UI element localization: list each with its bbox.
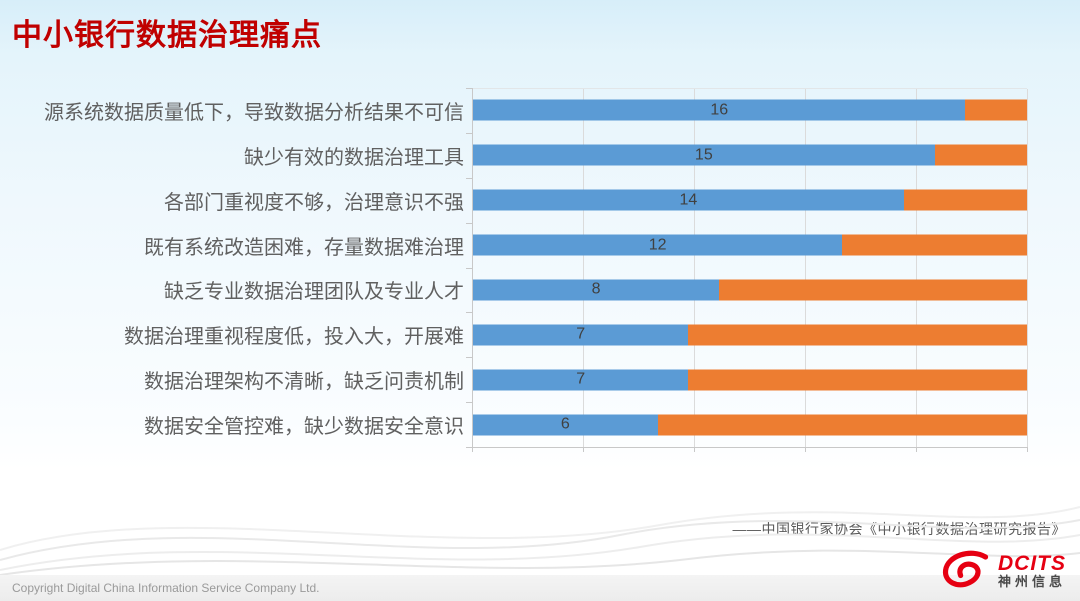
- bar-track: 12: [473, 234, 1027, 256]
- chart-row: 缺乏专业数据治理团队及专业人才 8: [0, 268, 1030, 313]
- bar-track: 7: [473, 324, 1027, 346]
- bar-data-label: 12: [648, 236, 667, 254]
- bar-segment-orange: [688, 324, 1027, 346]
- bar-data-label: 15: [694, 146, 713, 164]
- y-axis-tick: [466, 267, 472, 269]
- page-title: 中小银行数据治理痛点: [12, 19, 322, 52]
- y-axis-tick: [466, 177, 472, 179]
- category-axis-line: [472, 88, 473, 447]
- category-label: 数据安全管控难，缺少数据安全意识: [144, 416, 464, 439]
- value-axis-line: [472, 447, 1028, 448]
- category-label: 各部门重视度不够，治理意识不强: [164, 191, 464, 214]
- bar-segment-blue: 16: [473, 99, 966, 121]
- bar-data-label: 8: [591, 280, 601, 298]
- x-axis-tick: [916, 447, 917, 452]
- x-axis-tick: [472, 447, 473, 452]
- bar-segment-orange: [903, 189, 1027, 211]
- source-citation: ——中国银行家协会《中小银行数据治理研究报告》: [732, 521, 1066, 537]
- logo-brand-text: DCITS: [997, 552, 1066, 576]
- category-label: 缺少有效的数据治理工具: [244, 146, 464, 169]
- bar-segment-orange: [842, 234, 1027, 256]
- bar-track: 15: [473, 144, 1027, 166]
- category-label: 数据治理重视程度低，投入大，开展难: [124, 326, 464, 349]
- bar-segment-blue: 14: [473, 189, 904, 211]
- bar-segment-orange: [688, 369, 1027, 391]
- category-label: 源系统数据质量低下，导致数据分析结果不可信: [44, 101, 464, 124]
- bar-data-label: 16: [710, 101, 729, 119]
- x-axis-tick: [1027, 447, 1028, 452]
- dcits-logo: DCITS 神州信息: [940, 550, 1066, 591]
- bar-segment-blue: 7: [473, 369, 689, 391]
- chart-row: 数据安全管控难，缺少数据安全意识 6: [0, 402, 1030, 447]
- bar-segment-orange: [934, 144, 1027, 166]
- gridline-40pct: [694, 89, 695, 448]
- chart-row: 各部门重视度不够，治理意识不强 14: [0, 178, 1030, 223]
- bar-data-label: 14: [679, 191, 698, 209]
- y-axis-tick: [466, 447, 472, 448]
- category-label: 数据治理架构不清晰，缺乏问责机制: [144, 371, 464, 394]
- chart-row: 既有系统改造困难，存量数据难治理 12: [0, 223, 1030, 268]
- bar-track: 6: [473, 414, 1027, 436]
- bar-track: 8: [473, 279, 1027, 301]
- gridline-20pct: [583, 89, 584, 448]
- footer-bar: Copyright Digital China Information Serv…: [0, 575, 1080, 601]
- dcits-swirl-icon: [942, 550, 989, 588]
- y-axis-tick: [466, 357, 472, 359]
- bar-segment-blue: 12: [473, 234, 843, 256]
- bar-track: 7: [473, 369, 1027, 391]
- stacked-bar-chart: 源系统数据质量低下，导致数据分析结果不可信 16 缺少有效的数据治理工具 15 各部门重…: [0, 88, 1030, 452]
- x-axis-tick: [805, 447, 806, 452]
- x-axis-tick: [694, 447, 695, 452]
- bar-segment-orange: [965, 99, 1027, 121]
- bar-segment-blue: 8: [473, 279, 720, 301]
- y-axis-tick: [466, 88, 472, 89]
- bar-data-label: 6: [560, 415, 570, 433]
- chart-row: 数据治理架构不清晰，缺乏问责机制 7: [0, 357, 1030, 402]
- bar-segment-orange: [657, 414, 1027, 436]
- x-axis-tick: [583, 447, 584, 452]
- y-axis-tick: [466, 222, 472, 224]
- copyright-text: Copyright Digital China Information Serv…: [12, 581, 320, 595]
- chart-row: 缺少有效的数据治理工具 15: [0, 133, 1030, 178]
- bar-track: 14: [473, 189, 1027, 211]
- bar-segment-blue: 6: [473, 414, 658, 436]
- logo-brand-cn-text: 神州信息: [997, 574, 1066, 590]
- category-label: 既有系统改造困难，存量数据难治理: [144, 236, 464, 259]
- gridline-80pct: [916, 89, 917, 448]
- y-axis-tick: [466, 132, 472, 134]
- bar-segment-blue: 15: [473, 144, 935, 166]
- gridline-60pct: [805, 89, 806, 448]
- bar-segment-orange: [719, 279, 1027, 301]
- bar-segment-blue: 7: [473, 324, 689, 346]
- bar-data-label: 7: [576, 325, 586, 343]
- category-label: 缺乏专业数据治理团队及专业人才: [164, 281, 464, 304]
- y-axis-tick: [466, 402, 472, 404]
- bar-data-label: 7: [576, 370, 586, 388]
- chart-row: 数据治理重视程度低，投入大，开展难 7: [0, 312, 1030, 357]
- bar-track: 16: [473, 99, 1027, 121]
- gridline-100pct: [1027, 89, 1028, 448]
- chart-row: 源系统数据质量低下，导致数据分析结果不可信 16: [0, 88, 1030, 133]
- y-axis-tick: [466, 312, 472, 314]
